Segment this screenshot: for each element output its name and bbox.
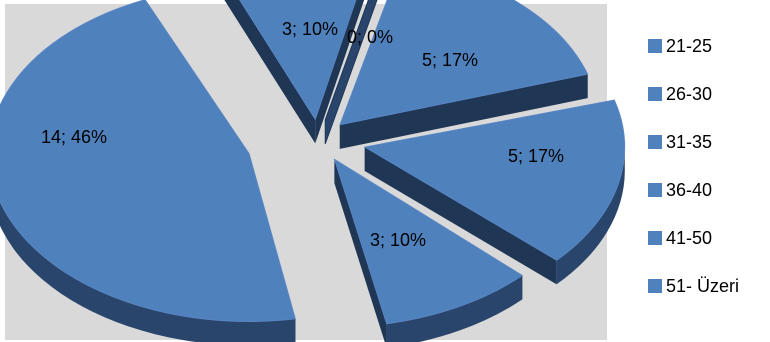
legend: 21-25 26-30 31-35 36-40 41-50 51- Üzeri — [648, 34, 768, 322]
slice-wall-end — [334, 159, 387, 342]
legend-swatch — [648, 279, 662, 293]
slice-top — [363, 99, 626, 261]
pie-slice-26-30 — [324, 0, 378, 145]
legend-label: 31-35 — [666, 131, 713, 152]
data-label-6: 14; 46% — [41, 127, 107, 147]
legend-item: 41-50 — [648, 226, 768, 250]
data-label-3: 5; 17% — [422, 50, 478, 70]
pie-slice-41-50 — [333, 158, 524, 342]
pie-slice-51-zeri — [0, 0, 296, 342]
slice-top — [339, 0, 589, 126]
pie-slice-21-25 — [224, 0, 365, 144]
legend-label: 51- Üzeri — [666, 275, 740, 296]
data-label-5: 3; 10% — [370, 230, 426, 250]
legend-swatch — [648, 183, 662, 197]
data-label-2: 0; 0% — [347, 27, 393, 47]
slice-rim — [0, 201, 296, 342]
slice-wall-end — [339, 74, 588, 149]
legend-swatch — [648, 231, 662, 245]
slice-wall-end — [364, 147, 557, 285]
legend-label: 21-25 — [666, 35, 713, 56]
legend-label: 36-40 — [666, 179, 713, 200]
pie-slice-31-35 — [339, 0, 589, 149]
data-label-1: 3; 10% — [282, 19, 338, 39]
slice-wall-start — [224, 0, 316, 144]
slice-top — [0, 0, 296, 322]
legend-label: 41-50 — [666, 227, 713, 248]
slice-wall-end — [315, 0, 365, 144]
slice-top — [239, 0, 357, 121]
legend-item: 31-35 — [648, 130, 768, 154]
legend-item: 36-40 — [648, 178, 768, 202]
slice-sliver — [324, 0, 378, 145]
pie-slice-36-40 — [363, 99, 626, 285]
legend-item: 51- Üzeri — [648, 274, 768, 298]
legend-label: 26-30 — [666, 83, 713, 104]
data-label-4: 5; 17% — [508, 146, 564, 166]
legend-item: 26-30 — [648, 82, 768, 106]
legend-swatch — [648, 87, 662, 101]
legend-swatch — [648, 135, 662, 149]
legend-swatch — [648, 39, 662, 53]
slice-rim — [556, 147, 625, 285]
slice-top — [333, 158, 524, 325]
legend-item: 21-25 — [648, 34, 768, 58]
